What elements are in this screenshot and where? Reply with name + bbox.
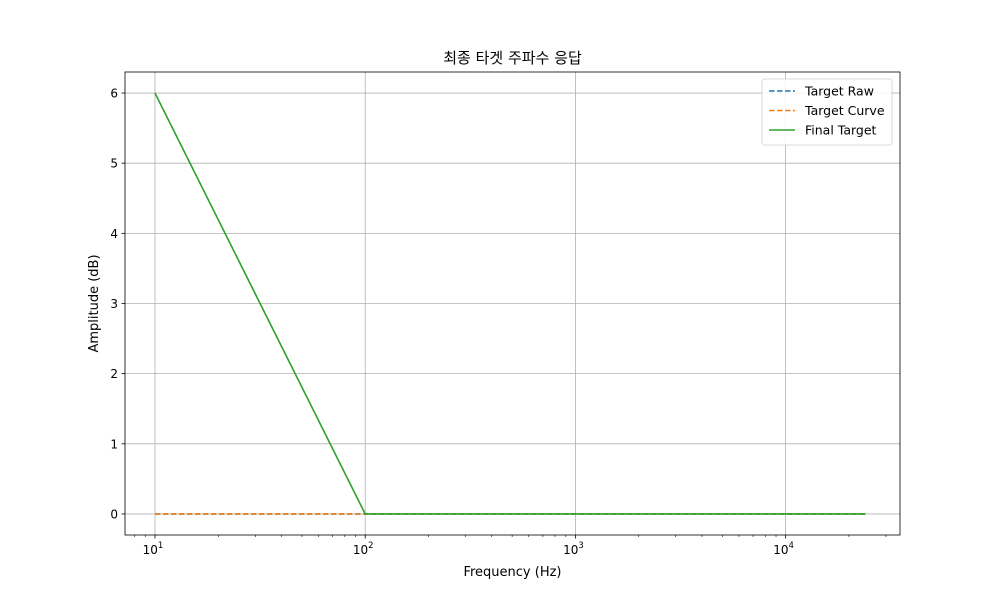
series-lines [154,92,866,515]
legend: Target Raw Target Curve Final Target [761,78,893,146]
legend-label: Target Curve [804,103,885,118]
y-tick-label: 0 [110,507,118,521]
legend-box [761,78,893,146]
x-tick-label: 101 [143,541,164,557]
y-tick-label: 6 [110,87,118,101]
axis-ticks: 0 1 2 3 4 5 6 101 102 103 104 [110,87,887,557]
x-tick-label: 102 [353,541,374,557]
x-axis-label: Frequency (Hz) [463,565,561,580]
series-line-final-target [154,92,866,515]
grid [125,72,900,535]
y-tick-label: 1 [110,437,118,451]
legend-label: Final Target [805,123,877,138]
y-tick-label: 3 [110,297,118,311]
y-tick-label: 4 [110,227,118,241]
x-tick-label: 104 [773,541,794,557]
chart-title: 최종 타겟 주파수 응답 [443,49,582,67]
y-tick-label: 5 [110,157,118,171]
y-axis-label: Amplitude (dB) [87,254,102,352]
x-tick-label: 103 [563,541,584,557]
legend-label: Target Raw [804,84,874,99]
y-tick-label: 2 [110,367,118,381]
